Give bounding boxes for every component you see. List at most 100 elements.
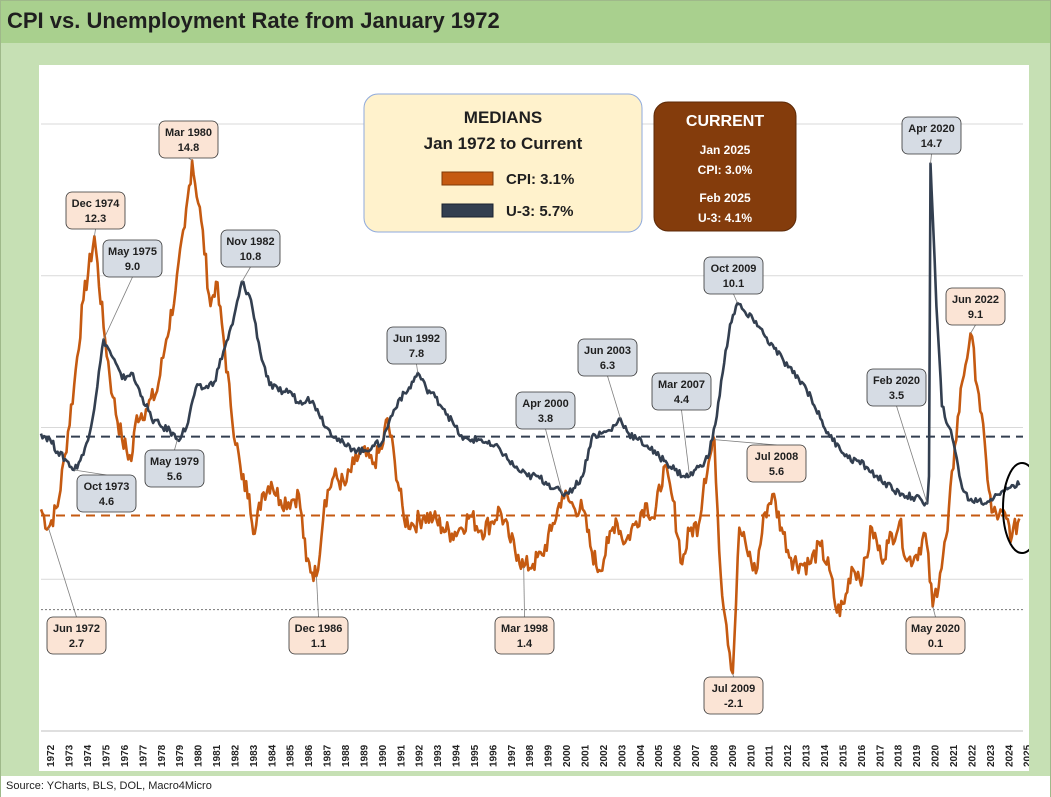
annotation-label: May 1975 9.0 (102, 239, 163, 278)
annotation-text: Jun 2022 (952, 294, 999, 306)
annotation-label-box (901, 116, 962, 155)
annotation-leader (174, 439, 178, 451)
annotation-label-box (46, 616, 107, 655)
annotation-label: Feb 2020 3.5 (866, 368, 927, 407)
annotation-label: Nov 1982 10.8 (220, 229, 281, 268)
x-tick-label: 1976 (120, 744, 131, 767)
x-tick-label: 1977 (138, 744, 149, 767)
annotation-leader (732, 673, 734, 678)
annotation-label-box (65, 191, 126, 230)
annotation-text: Mar 1980 (165, 127, 212, 139)
annotation-text: May 1979 (150, 456, 199, 468)
x-tick-label: 1985 (286, 744, 297, 767)
annotation-text: -2.1 (724, 698, 743, 710)
x-tick-label: 2019 (912, 744, 923, 767)
annotation-text: Nov 1982 (226, 236, 274, 248)
annotation-text: Mar 2007 (658, 379, 705, 391)
annotation-label: Mar 1998 1.4 (494, 616, 555, 655)
x-tick-label: 1997 (507, 744, 518, 767)
annotation-leader (523, 567, 525, 618)
annotation-text: 2.7 (69, 638, 84, 650)
annotation-label: Apr 2000 3.8 (515, 391, 576, 430)
x-tick-label: 2013 (802, 744, 813, 767)
annotation-label-box (945, 287, 1006, 326)
x-tick-label: 1986 (304, 744, 315, 767)
x-tick-label: 1983 (249, 744, 260, 767)
x-tick-label: 2020 (931, 744, 942, 767)
x-tick-label: 1995 (470, 744, 481, 767)
x-tick-label: 1991 (396, 744, 407, 767)
annotation-text: 10.8 (240, 251, 261, 263)
x-tick-label: 2010 (746, 744, 757, 767)
x-tick-label: 1999 (544, 744, 555, 767)
x-tick-label: 1988 (341, 744, 352, 767)
annotation-text: Apr 2000 (522, 398, 568, 410)
x-tick-label: 1979 (175, 744, 186, 767)
current-u3-date: Feb 2025 (699, 191, 751, 205)
current-u3-value: U-3: 4.1% (698, 211, 752, 225)
x-tick-label: 2024 (1004, 744, 1015, 767)
annotation-label: May 2020 0.1 (905, 616, 966, 655)
x-tick-label: 2022 (967, 744, 978, 767)
x-tick-label: 1975 (101, 744, 112, 767)
annotation-label: Jun 2022 9.1 (945, 287, 1006, 326)
annotation-leader (607, 375, 621, 419)
x-tick-label: 1994 (452, 744, 463, 767)
annotation-text: 10.1 (723, 278, 744, 290)
x-tick-label: 1972 (46, 744, 57, 767)
x-tick-label: 1982 (230, 744, 241, 767)
annotation-text: Mar 1998 (501, 623, 548, 635)
x-tick-label: 1992 (415, 744, 426, 767)
x-tick-label: 2015 (838, 744, 849, 767)
x-tick-label: 2018 (894, 744, 905, 767)
annotation-label: Dec 1986 1.1 (288, 616, 349, 655)
annotation-text: Feb 2020 (873, 375, 920, 387)
x-tick-label: 2006 (673, 744, 684, 767)
annotation-label-box (703, 676, 764, 715)
chart-svg: 16.011.06.01.0-4.0 197219731974197519761… (14, 93, 1042, 767)
x-tick-label: 1987 (323, 744, 334, 767)
x-axis: 1972 1973 1974 1975 1976 1977 1978 1979 1980 1981… (46, 744, 1033, 767)
annotation-leader (74, 469, 107, 476)
x-tick-label: 1981 (212, 744, 223, 767)
annotation-leader (188, 157, 193, 161)
annotation-label-box (220, 229, 281, 268)
annotation-text: 5.6 (167, 471, 182, 483)
series-line-cpi (39, 159, 1021, 675)
annotation-label-box (76, 474, 137, 513)
x-tick-label: 2001 (581, 744, 592, 767)
annotation-leader (103, 276, 133, 340)
annotation-text: 14.8 (178, 142, 199, 154)
x-tick-label: 2007 (691, 744, 702, 767)
x-tick-label: 1989 (359, 744, 370, 767)
chart-title: CPI vs. Unemployment Rate from January 1… (7, 8, 500, 33)
annotation-text: Oct 1973 (84, 481, 130, 493)
annotation-text: 14.7 (921, 138, 942, 150)
x-tick-label: 2003 (617, 744, 628, 767)
current-heading: CURRENT (686, 113, 764, 130)
annotation-text: Jul 2009 (712, 683, 755, 695)
x-tick-label: 2016 (857, 744, 868, 767)
annotation-text: 5.6 (769, 466, 784, 478)
x-tick-label: 2011 (765, 745, 776, 767)
annotation-leader (896, 405, 928, 504)
annotation-label: Jun 1972 2.7 (46, 616, 107, 655)
medians-subheading: Jan 1972 to Current (424, 134, 583, 153)
annotation-leader (932, 606, 936, 618)
medians-box: MEDIANS Jan 1972 to Current CPI: 3.1% U-… (363, 93, 643, 233)
annotation-text: 9.1 (968, 309, 983, 321)
annotation-label: Apr 2020 14.7 (901, 116, 962, 155)
x-tick-label: 1973 (65, 744, 76, 767)
annotation-leader (316, 576, 319, 618)
annotation-label-box (144, 449, 205, 488)
x-tick-label: 1974 (83, 744, 94, 767)
annotation-text: 4.4 (674, 394, 690, 406)
annotation-text: 0.1 (928, 638, 943, 650)
annotation-label-box (494, 616, 555, 655)
annotation-label-box (515, 391, 576, 430)
annotation-label: Jun 2003 6.3 (577, 338, 638, 377)
annotation-text: 1.1 (311, 638, 326, 650)
annotation-label: Dec 1974 12.3 (65, 191, 126, 230)
x-tick-label: 1996 (488, 744, 499, 767)
x-tick-label: 2009 (728, 744, 739, 767)
